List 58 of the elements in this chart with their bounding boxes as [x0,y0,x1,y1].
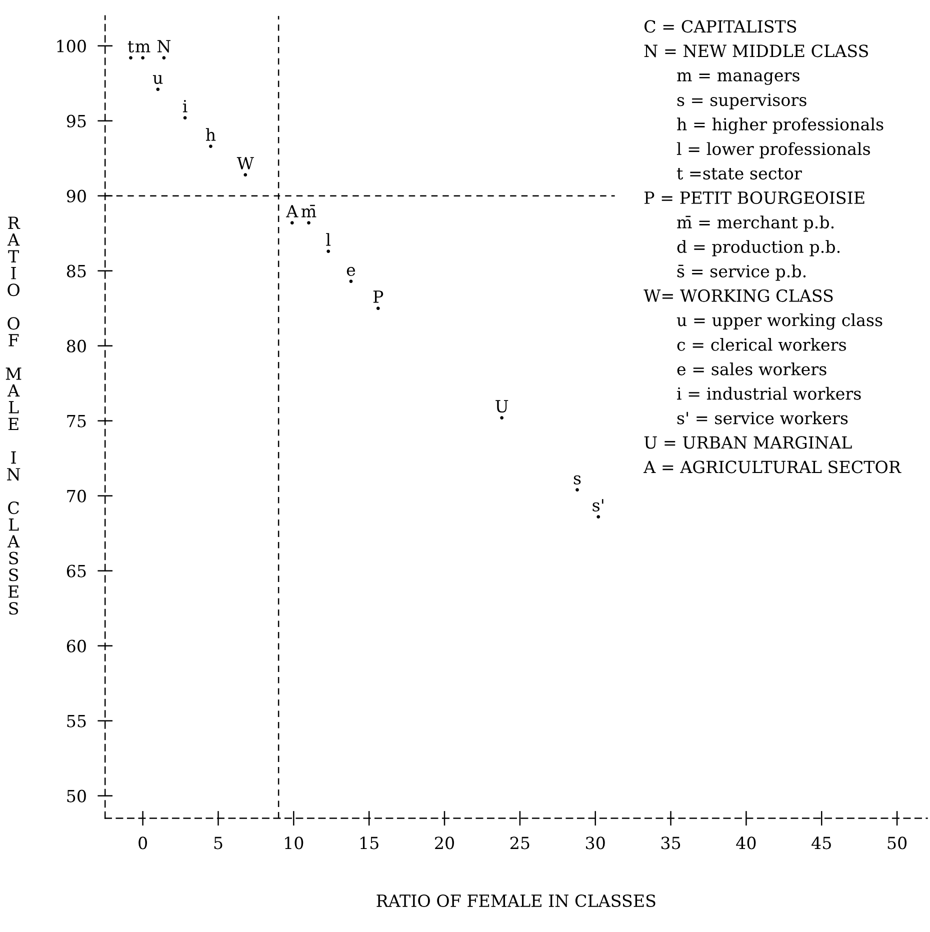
y-tick-label: 55 [67,714,86,728]
annotation: t =state sector [676,168,802,180]
data-label: l [326,233,331,246]
annotation: d = production p.b. [677,240,840,256]
data-label: e [346,266,356,276]
annotation: s = supervisors [677,94,806,110]
annotation: W= WORKING CLASS [644,289,833,302]
annotation: h = higher professionals [677,118,884,134]
annotation: s̄ = service p.b. [677,264,806,281]
x-tick-label: 10 [285,836,304,850]
annotation: C = CAPITALISTS [644,20,796,33]
x-tick-label: 30 [586,836,605,850]
x-tick-label: 25 [510,836,530,850]
data-label: m [136,43,150,52]
x-tick-label: 5 [214,836,222,850]
annotation: m̄ = merchant p.b. [677,216,834,232]
annotation: u = upper working class [676,313,882,330]
data-label: h [206,128,216,141]
annotation: i = industrial workers [677,386,861,400]
y-tick-label: 90 [66,190,86,202]
data-label: A [286,205,298,218]
annotation: N = NEW MIDDLE CLASS [644,44,868,58]
x-tick-label: 15 [360,836,378,850]
data-label: t [128,40,134,53]
annotation: m = managers [677,72,800,85]
annotation: c = clerical workers [677,338,846,351]
data-label: W [236,157,254,170]
data-label: i [182,100,188,112]
annotation: l = lower professionals [676,142,870,158]
annotation: U = URBAN MARGINAL [644,436,852,449]
x-tick-label: 20 [435,836,454,850]
x-tick-label: 45 [812,836,831,850]
y-tick-label: 75 [67,415,86,428]
annotation: s' = service workers [677,411,848,424]
y-tick-label: 65 [66,564,86,578]
y-tick-label: 85 [66,264,86,278]
data-label: m̄ [301,204,316,218]
data-label: s' [592,499,604,512]
y-tick-label: 70 [67,490,86,502]
x-tick-label: 35 [661,836,680,850]
y-tick-label: 60 [66,640,86,652]
x-tick-label: 0 [138,836,147,850]
y-tick-label: 95 [66,114,86,128]
y-tick-label: 80 [66,340,86,352]
data-label: U [496,400,508,413]
data-label: u [152,75,163,84]
text: RATIO OF MALE IN CLASSES [6,216,22,615]
x-tick-label: 50 [888,836,907,850]
data-label: s [574,475,581,485]
annotation: P = PETIT BOURGEOISIE [644,191,864,204]
x-axis-title: RATIO OF FEMALE IN CLASSES [376,894,656,908]
x-tick-label: 40 [736,836,756,850]
data-label: N [157,40,170,53]
annotation: e = sales workers [677,362,826,376]
annotation: A = AGRICULTURAL SECTOR [643,460,902,474]
y-tick-label: 50 [67,790,86,802]
data-label: P [373,290,384,303]
y-tick-label: 100 [57,40,86,52]
